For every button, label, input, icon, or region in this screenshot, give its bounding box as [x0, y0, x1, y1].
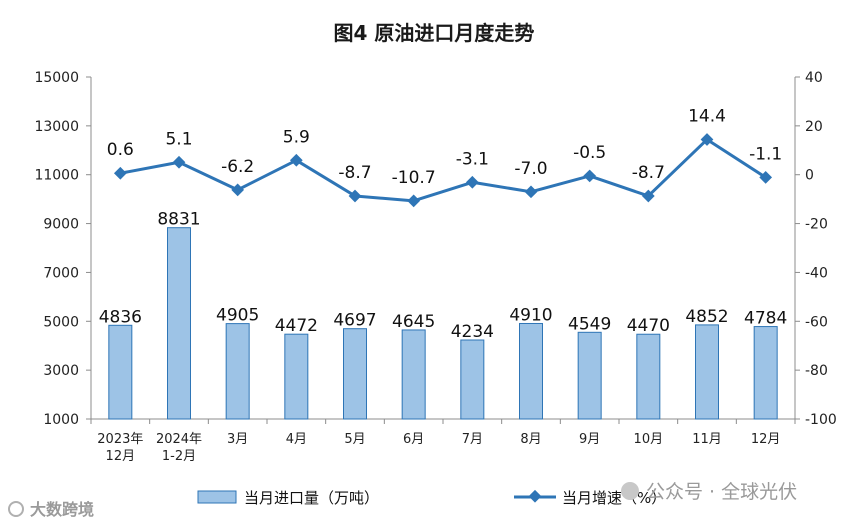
line-data-label: -0.5 [573, 143, 606, 163]
right-tick-label: 20 [805, 119, 823, 135]
left-tick-label: 9000 [43, 217, 79, 233]
bar-data-label: 4852 [685, 307, 728, 327]
bar-series [108, 227, 778, 420]
x-tick-label: 5月 [344, 432, 365, 447]
line-point [465, 175, 479, 189]
wechat-icon [621, 482, 639, 500]
line-data-label: -3.1 [456, 149, 489, 169]
left-tick-label: 11000 [34, 168, 79, 184]
chart-title: 图4 原油进口月度走势 [334, 21, 535, 45]
line-data-label: 5.1 [165, 129, 192, 149]
x-tick-label: 7月 [462, 432, 483, 447]
bar [284, 333, 309, 420]
chat-bubble-icon [8, 501, 24, 517]
bar-data-label: 4905 [216, 306, 259, 326]
line-path [120, 138, 767, 203]
line-point [348, 189, 362, 203]
bar-data-label: 4234 [451, 322, 494, 342]
bar-data-label: 4784 [744, 309, 787, 329]
bar [577, 331, 602, 420]
line-data-label: 5.9 [283, 127, 310, 147]
bar-data-label: 4645 [392, 312, 435, 332]
line-data-label: -6.2 [221, 157, 254, 177]
bar-data-label: 4549 [568, 314, 611, 334]
line-point [583, 169, 597, 183]
x-tick-label: 2024年 [156, 432, 202, 447]
line-data-label: -8.7 [338, 163, 371, 183]
left-tick-label: 3000 [43, 363, 79, 379]
bar-data-label: 4472 [275, 316, 318, 336]
right-tick-label: 40 [805, 70, 823, 86]
right-watermark: 公众号 · 全球光伏 [621, 481, 797, 503]
x-tick-label: 6月 [403, 432, 424, 447]
right-tick-label: -20 [805, 217, 828, 233]
left-tick-label: 15000 [34, 70, 79, 86]
x-tick-label: 12月 [751, 432, 781, 447]
bar [519, 322, 543, 420]
x-tick-label: 10月 [634, 432, 664, 447]
line-data-label: -8.7 [632, 163, 665, 183]
line-point [231, 183, 245, 197]
bar [636, 333, 661, 420]
bar [753, 326, 778, 420]
x-tick-label: 11月 [692, 432, 722, 447]
x-tick-label: 2023年 [97, 432, 143, 447]
x-tick-label: 12月 [106, 449, 136, 464]
bar [460, 339, 485, 420]
bar [401, 329, 426, 420]
left-tick-label: 1000 [43, 412, 79, 428]
line-data-label: -1.1 [749, 144, 782, 164]
bar [225, 323, 250, 420]
bar-data-label: 4470 [627, 316, 670, 336]
x-tick-label: 9月 [579, 432, 600, 447]
right-tick-label: -60 [805, 314, 828, 330]
legend: 当月进口量（万吨） 当月增速（%） [197, 489, 666, 507]
axes: 1000 3000 5000 7000 9000 11000 13000 15000 -100 -… [34, 70, 836, 428]
bar-data-label: 4836 [99, 307, 142, 327]
line-point [289, 153, 303, 167]
bar [695, 324, 719, 420]
right-watermark-text: 公众号 · 全球光伏 [646, 481, 797, 503]
left-tick-label: 5000 [43, 314, 79, 330]
line-point [407, 194, 421, 208]
line-point [524, 185, 538, 199]
x-tick-label: 4月 [286, 432, 307, 447]
right-tick-label: -100 [805, 412, 837, 428]
right-tick-label: 0 [805, 168, 814, 184]
x-tick-labels: 2023年 12月 2024年 1-2月 3月 4月 5月 6月 7月 8月 9月 10月 11月 12月 [97, 432, 780, 464]
bar-data-labels: 4836 8831 4905 4472 4697 4645 4234 4910 4549 4470… [99, 210, 788, 342]
bar [108, 324, 133, 420]
legend-bar-label: 当月进口量（万吨） [244, 489, 379, 507]
right-tick-label: -80 [805, 363, 828, 379]
left-tick-label: 7000 [43, 265, 79, 281]
left-watermark-text: 大数跨境 [30, 500, 94, 519]
line-point [113, 166, 127, 180]
bar [167, 227, 191, 420]
line-data-label: -7.0 [514, 159, 547, 179]
line-data-label: 0.6 [107, 140, 134, 160]
line-data-labels: 0.6 5.1 -6.2 5.9 -8.7 -10.7 -3.1 -7.0 -0.5 -8.7 14… [107, 107, 782, 188]
right-tick-label: -40 [805, 265, 828, 281]
legend-line-label: 当月增速（%） [562, 489, 666, 507]
legend-line-marker [528, 489, 542, 503]
bar-data-label: 4910 [509, 305, 552, 325]
bar [343, 328, 367, 420]
bar-data-label: 4697 [333, 311, 376, 331]
x-tick-label: 3月 [227, 432, 248, 447]
left-tick-label: 13000 [34, 119, 79, 135]
left-watermark: 大数跨境 [8, 500, 94, 519]
bar-data-label: 8831 [157, 210, 200, 230]
line-point [172, 155, 186, 169]
line-data-label: 14.4 [688, 107, 726, 127]
line-data-label: -10.7 [392, 168, 436, 188]
x-tick-label: 8月 [520, 432, 541, 447]
x-tick-label: 1-2月 [162, 449, 196, 464]
legend-bar-swatch [197, 490, 237, 504]
line-series [113, 133, 773, 208]
